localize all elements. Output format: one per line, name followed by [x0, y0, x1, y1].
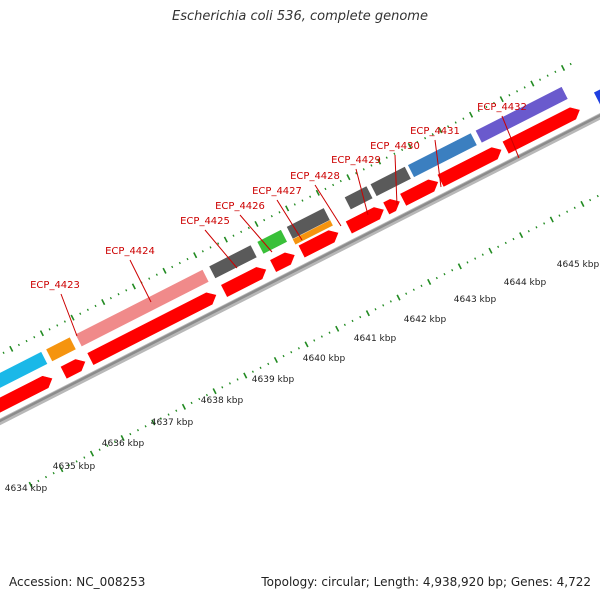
gene-label: ECP_4424 — [105, 246, 155, 257]
scale-label: 4645 kbp — [557, 260, 600, 270]
cog-bar[interactable] — [369, 165, 412, 197]
cds-arrow[interactable] — [59, 358, 87, 380]
accession-text: Accession: NC_008253 — [9, 575, 146, 589]
cds-arrow[interactable] — [0, 375, 54, 420]
cds-arrow[interactable] — [86, 291, 218, 366]
scale-label: 4638 kbp — [201, 396, 244, 406]
cog-bar[interactable] — [407, 132, 478, 178]
scale-label: 4639 kbp — [252, 375, 295, 385]
scale-label: 4637 kbp — [151, 418, 194, 428]
gene-label: ECP_4423 — [30, 280, 80, 291]
gene-label: ECP_4430 — [370, 141, 420, 152]
gene-label: ECP_4428 — [290, 171, 340, 182]
scale-labels: 4634 kbp 4635 kbp 4636 kbp 4637 kbp 4638 kbp… — [5, 260, 600, 494]
scale-label: 4636 kbp — [102, 439, 145, 449]
scale-label: 4644 kbp — [504, 278, 547, 288]
genome-backbone — [0, 113, 600, 426]
genome-summary: Topology: circular; Length: 4,938,920 bp… — [261, 575, 591, 589]
cds-arrow[interactable] — [593, 79, 600, 105]
scale-label: 4642 kbp — [404, 315, 447, 325]
gene-label: ECP_4429 — [331, 155, 381, 166]
cog-bar[interactable] — [343, 185, 374, 211]
cds-track — [0, 79, 600, 420]
cds-arrow[interactable] — [220, 266, 267, 298]
cog-bar[interactable] — [256, 229, 288, 255]
gene-label: ECP_4425 — [180, 216, 230, 227]
label-leaders — [60, 115, 520, 337]
cog-bar[interactable] — [292, 220, 333, 245]
gene-labels: ECP_4423 ECP_4424 ECP_4425 ECP_4426 ECP_4427… — [30, 102, 527, 291]
map-title: Escherichia coli 536, complete genome — [172, 9, 428, 24]
cog-bar[interactable] — [0, 351, 49, 400]
cog-bar[interactable] — [74, 268, 210, 348]
cog-bar[interactable] — [45, 336, 77, 363]
cds-arrow[interactable] — [399, 178, 439, 207]
cds-arrow[interactable] — [344, 206, 385, 235]
cog-bar[interactable] — [474, 86, 569, 144]
tick-dots — [2, 62, 599, 488]
scale-label: 4640 kbp — [303, 354, 346, 364]
cds-arrow[interactable] — [436, 146, 503, 188]
scale-label: 4635 kbp — [53, 462, 96, 472]
cog-track — [0, 86, 569, 400]
gene-label: ECP_4432 — [477, 102, 527, 113]
gene-label: ECP_4426 — [215, 201, 265, 212]
cds-arrow[interactable] — [269, 251, 296, 273]
scale-label: 4641 kbp — [354, 334, 397, 344]
gene-label: ECP_4427 — [252, 186, 302, 197]
cds-arrow[interactable] — [501, 106, 581, 155]
gene-label: ECP_4431 — [410, 126, 460, 137]
cds-arrow[interactable] — [297, 229, 340, 259]
scale-label: 4634 kbp — [5, 484, 48, 494]
cds-arrow[interactable] — [382, 198, 401, 216]
scale-label: 4643 kbp — [454, 295, 497, 305]
cog-bar[interactable] — [208, 244, 258, 280]
